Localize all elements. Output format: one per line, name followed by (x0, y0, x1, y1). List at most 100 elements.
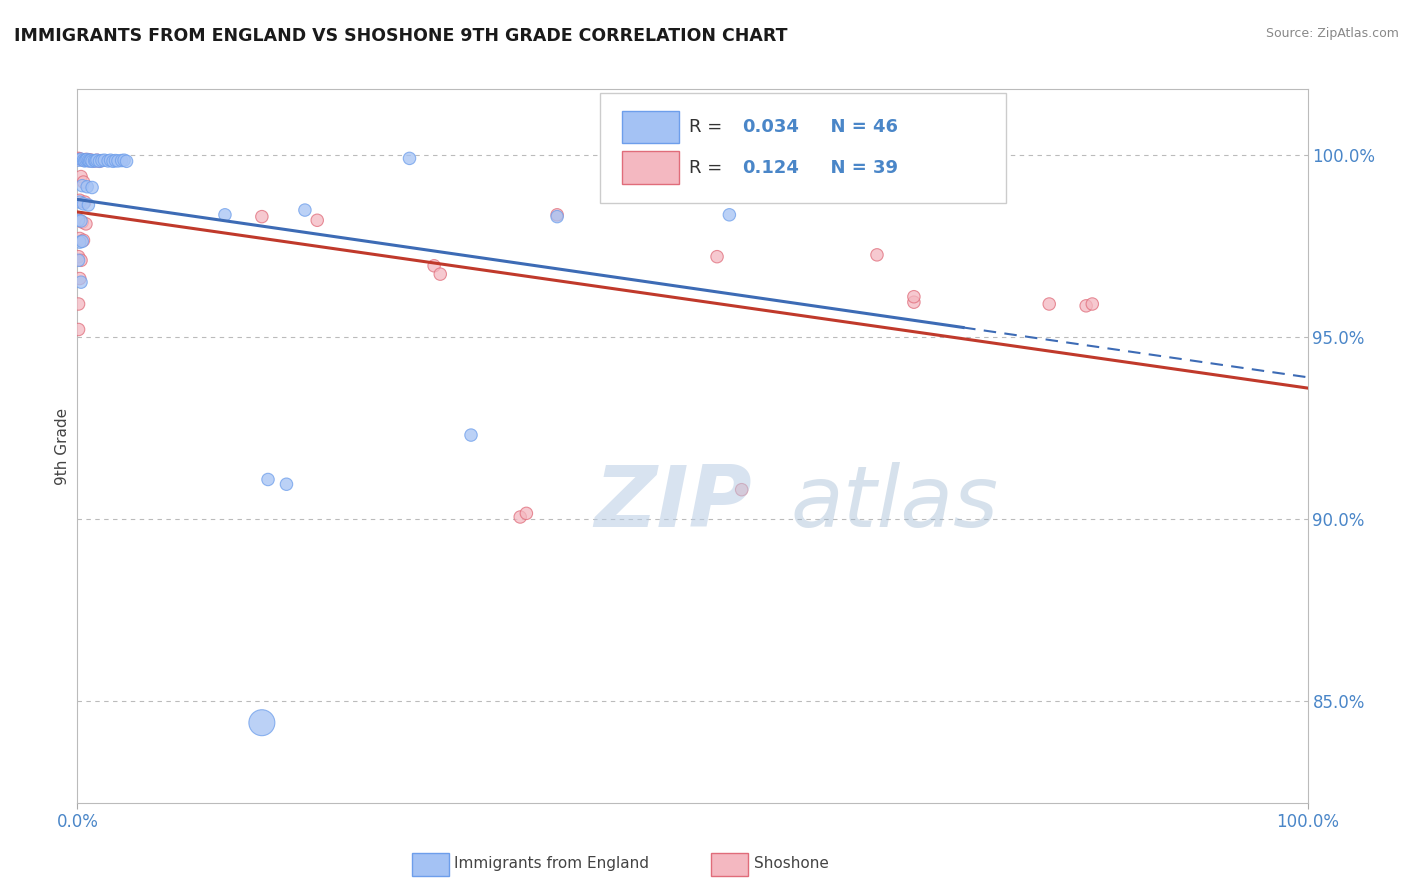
Point (69, 193, 91, 207)
Point (112, 153, 135, 168)
Point (83, 153, 105, 168)
Point (70, 169, 93, 184)
Point (67, 213, 90, 227)
Point (67, 152, 90, 166)
Point (76, 179, 98, 194)
Point (423, 259, 446, 273)
Text: ZIP: ZIP (595, 461, 752, 545)
Point (546, 210, 568, 224)
Point (214, 208, 236, 222)
Point (73, 153, 96, 168)
Point (69, 195, 91, 210)
Point (84, 153, 107, 168)
Point (866, 248, 889, 262)
Text: N = 46: N = 46 (818, 118, 898, 136)
Point (90, 153, 114, 168)
Point (77, 198, 100, 212)
Point (77, 153, 100, 168)
Point (100, 153, 122, 168)
Point (77, 153, 100, 168)
Point (67, 213, 90, 227)
Point (879, 152, 901, 166)
Point (79, 153, 101, 167)
FancyBboxPatch shape (600, 93, 1007, 203)
Point (257, 473, 280, 487)
Point (75, 153, 97, 168)
FancyBboxPatch shape (623, 111, 679, 144)
Point (82, 153, 104, 168)
Point (70, 152, 93, 166)
Point (89, 154, 111, 169)
Point (82, 154, 104, 169)
Point (70, 153, 93, 167)
Text: atlas: atlas (792, 461, 998, 545)
Point (79, 153, 101, 168)
Point (67, 297, 90, 311)
Point (69, 152, 91, 166)
Point (107, 153, 129, 168)
Point (82, 180, 104, 194)
Point (250, 715, 273, 730)
Point (903, 290, 925, 304)
Point (70, 275, 93, 289)
Point (86, 153, 108, 168)
Point (97, 153, 120, 168)
Point (72, 197, 94, 211)
Point (706, 250, 728, 264)
Point (67, 250, 90, 264)
Text: 0.124: 0.124 (742, 159, 799, 177)
Point (1038, 297, 1060, 311)
Text: Source: ZipAtlas.com: Source: ZipAtlas.com (1265, 27, 1399, 40)
Point (72, 233, 94, 247)
Point (398, 152, 420, 166)
Point (1076, 299, 1098, 313)
Point (101, 154, 124, 169)
Text: R =: R = (689, 118, 728, 136)
Point (731, 483, 754, 497)
Point (509, 510, 531, 524)
Point (429, 267, 451, 281)
Point (460, 428, 482, 442)
Point (1081, 297, 1104, 311)
Point (546, 208, 568, 222)
Point (83, 153, 105, 168)
Point (86, 153, 108, 168)
Point (276, 477, 298, 491)
Point (70, 214, 93, 228)
Point (69, 271, 91, 285)
Point (307, 213, 329, 227)
Point (111, 153, 132, 168)
FancyBboxPatch shape (623, 152, 679, 184)
Point (93, 153, 115, 168)
Point (72, 153, 94, 168)
Point (73, 153, 96, 168)
Text: R =: R = (689, 159, 728, 177)
Text: 0.034: 0.034 (742, 118, 799, 136)
Point (70, 178, 93, 193)
Point (67, 253, 90, 268)
Point (70, 215, 93, 229)
Point (294, 203, 316, 218)
Point (250, 210, 273, 224)
Text: Immigrants from England: Immigrants from England (454, 856, 650, 871)
Point (67, 322, 90, 336)
Point (903, 295, 925, 310)
Point (72, 175, 94, 189)
Point (718, 208, 741, 222)
Y-axis label: 9th Grade: 9th Grade (55, 408, 70, 484)
Point (70, 235, 93, 249)
Point (70, 253, 93, 268)
Point (75, 153, 97, 167)
Point (104, 153, 127, 168)
Text: N = 39: N = 39 (818, 159, 898, 177)
Point (89, 154, 111, 169)
Point (67, 153, 90, 168)
Point (69, 235, 91, 249)
Text: Shoshone: Shoshone (754, 856, 828, 871)
Point (69, 231, 91, 245)
Point (73, 195, 96, 210)
Text: IMMIGRANTS FROM ENGLAND VS SHOSHONE 9TH GRADE CORRELATION CHART: IMMIGRANTS FROM ENGLAND VS SHOSHONE 9TH … (14, 27, 787, 45)
Point (115, 154, 138, 169)
Point (80, 153, 103, 168)
Point (75, 217, 97, 231)
